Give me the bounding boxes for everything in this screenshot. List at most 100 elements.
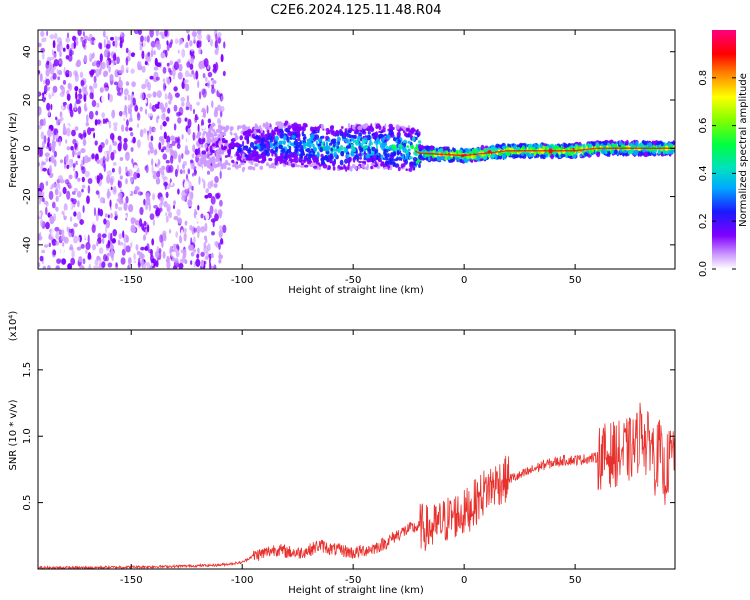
colorbar-tick-label: 0.4 <box>698 165 709 181</box>
spectrogram-cell <box>40 231 47 238</box>
spectrogram-cell <box>184 220 188 226</box>
spectrogram-cell <box>322 163 328 169</box>
spectrogram-cell <box>45 221 50 230</box>
spectrogram-cell <box>320 124 325 130</box>
spectrogram-cell <box>95 212 99 222</box>
spectrogram-cell <box>379 143 385 149</box>
spectrogram-cell <box>177 217 183 225</box>
spectrogram-cell <box>51 91 55 97</box>
spectrogram-cell <box>180 229 184 238</box>
spectrogram-cell <box>183 79 186 84</box>
spectrogram-cell <box>65 139 68 144</box>
snr-multiplier: (x10⁴) <box>8 311 19 342</box>
spectrogram-cell <box>220 110 223 119</box>
spectrogram-cell <box>175 250 180 258</box>
spectrogram-cell <box>77 165 81 171</box>
snr-ticks: -150 -100 -50 0 50 0.5 1.0 1.5 <box>22 330 675 586</box>
spectrogram-cell <box>43 37 47 42</box>
spectrogram-cell <box>202 167 207 172</box>
spectrogram-cell <box>103 70 109 77</box>
spectrogram-cell <box>73 187 78 193</box>
spectrogram-cell <box>55 116 58 121</box>
spectrogram-cell <box>75 90 78 100</box>
spectrogram-cell <box>299 165 305 168</box>
spectrogram-cell <box>150 40 156 48</box>
spectrogram-cell <box>154 250 160 259</box>
spectrogram-cell <box>71 159 74 164</box>
spectrogram-cell <box>104 87 109 92</box>
spectrogram-cell <box>232 164 236 168</box>
spectrogram-cell <box>223 132 227 137</box>
spectrogram-cell <box>400 163 404 169</box>
spectrogram-cell <box>204 143 208 149</box>
spectrogram-cell <box>248 146 252 153</box>
spectrogram-cell <box>271 162 275 169</box>
spectrogram-cell <box>197 186 200 195</box>
spectrogram-cell <box>397 166 401 172</box>
spectrogram-cell <box>125 166 128 173</box>
spectrogram-cell <box>144 98 148 104</box>
spectrogram-cell <box>111 109 116 119</box>
spectrogram-cell <box>184 83 190 92</box>
spectrogram-cell <box>74 150 77 156</box>
spectrogram-cell <box>357 125 363 131</box>
spectrogram-cell <box>241 157 244 161</box>
colorbar-tick-label: 0.8 <box>698 70 709 86</box>
spectrogram-cell <box>410 144 415 150</box>
spectrogram-cell <box>47 265 51 269</box>
spectrogram-cell <box>110 62 114 72</box>
x-tick-label: -150 <box>120 575 143 586</box>
spectrogram-cell <box>210 257 215 267</box>
spectrogram-cell <box>358 160 362 164</box>
spectrogram-cell <box>244 154 249 158</box>
spectrogram-cell <box>186 95 190 102</box>
spectrogram-cell <box>367 131 371 135</box>
spectrogram-cell <box>207 130 211 136</box>
spectrogram-cell <box>75 40 79 46</box>
spectrogram-cell <box>120 31 124 38</box>
spectrogram-cell <box>214 106 218 114</box>
spectrogram-cell <box>162 153 168 160</box>
spectrogram-cell <box>162 230 167 236</box>
spectrogram-cell <box>465 148 470 154</box>
spectrogram-cell <box>187 199 193 207</box>
spectrogram-cell <box>155 177 161 185</box>
spectrogram-panel: -150 -100 -50 0 50 -40 -20 0 20 40 Height of stra… <box>8 29 676 296</box>
spectrogram-cell <box>106 150 110 156</box>
spectrogram-cell <box>222 70 226 77</box>
spectrogram-cell <box>316 152 320 158</box>
spectrogram-cell <box>257 126 261 130</box>
spectrogram-cell <box>353 130 357 135</box>
spectrogram-cell <box>347 122 351 129</box>
spectrogram-cell <box>165 191 169 198</box>
spectrogram-cell <box>329 155 334 160</box>
spectrogram-cell <box>579 154 583 158</box>
spectrogram-cell <box>38 124 42 130</box>
spectrogram-cell <box>668 151 672 155</box>
spectrogram-cell <box>176 143 181 149</box>
spectrogram-cell <box>311 142 314 148</box>
spectrogram-cell <box>281 123 285 128</box>
spectrogram-cell <box>163 131 167 140</box>
spectrogram-cell <box>374 150 377 155</box>
spectrogram-cell <box>53 59 59 67</box>
spectrogram-cell <box>173 200 176 206</box>
y-tick-label: -20 <box>22 188 33 204</box>
spectrogram-cell <box>401 146 405 150</box>
spectrogram-cell <box>155 260 159 268</box>
spectrogram-cell <box>113 262 116 267</box>
spectrogram-cell <box>83 95 86 101</box>
spectrogram-cell <box>318 138 323 142</box>
spectrogram-cell <box>51 49 54 56</box>
spectrogram-cell <box>198 137 202 144</box>
spectrogram-cell <box>361 160 367 164</box>
spectrogram-cell <box>282 135 287 141</box>
spectrogram-cell <box>170 155 174 164</box>
spectrogram-cell <box>286 138 290 142</box>
spectrogram-cell <box>515 147 521 151</box>
spectrogram-cell <box>66 226 69 233</box>
spectrogram-cell <box>540 145 543 149</box>
spectrogram-cell <box>48 190 54 200</box>
spectrogram-cell <box>633 149 637 156</box>
colorbar: 0.0 0.2 0.4 0.6 0.8 Normalized spectral ampl… <box>698 30 749 277</box>
